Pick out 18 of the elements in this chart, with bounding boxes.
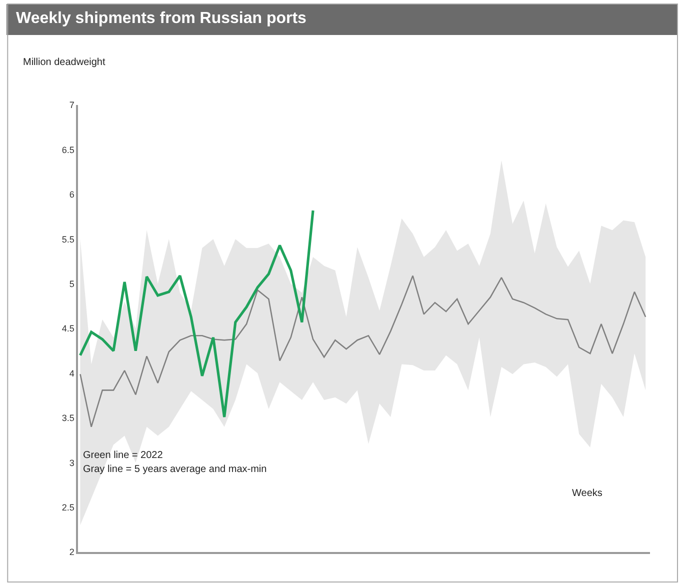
y-tick-label: 6.5	[62, 144, 74, 155]
y-axis-title: Million deadweight	[23, 57, 106, 68]
chart-title: Weekly shipments from Russian ports	[16, 10, 307, 27]
y-tick-label: 7	[69, 100, 74, 110]
line-series	[78, 209, 314, 418]
annotation: Green line = 2022	[83, 450, 164, 461]
x-axis-title: Weeks	[572, 488, 602, 499]
annotation: Gray line = 5 years average and max-min	[83, 464, 267, 475]
y-tick-label: 4.5	[62, 324, 74, 334]
y-tick-label: 5	[69, 278, 74, 289]
line-series	[80, 275, 646, 428]
y-tick-label: 5.5	[62, 234, 74, 244]
y-tick-label: 3	[69, 458, 74, 468]
y-tick-label: 6	[69, 190, 74, 200]
y-tick-label: 4	[69, 368, 74, 378]
y-tick-label: 3.5	[62, 413, 74, 424]
y-tick-label: 2.5	[62, 502, 74, 512]
y-tick-label: 2	[69, 547, 74, 558]
